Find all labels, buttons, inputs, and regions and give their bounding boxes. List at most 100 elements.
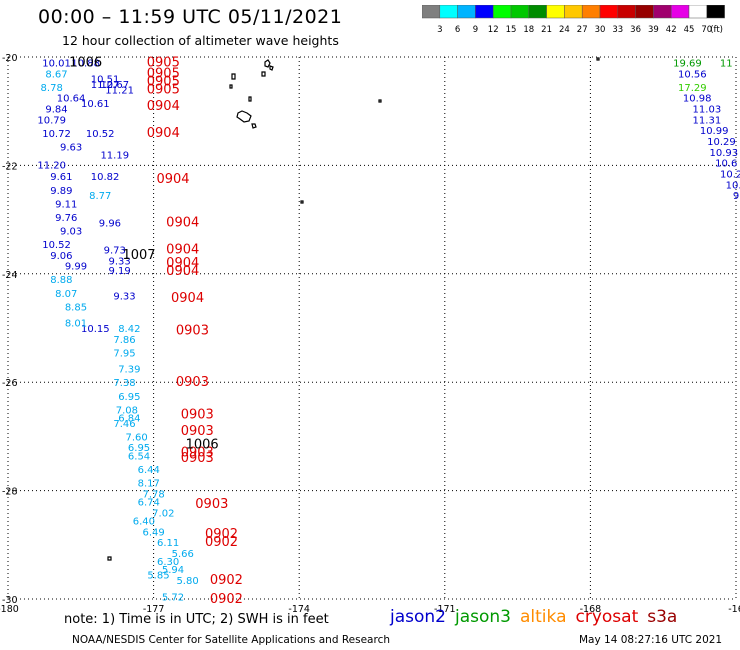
- wave-height-label: 10.52: [86, 129, 115, 140]
- colorbar-label: 27: [577, 25, 588, 35]
- wave-height-label: 10.93: [710, 148, 739, 159]
- wave-height-label: 6.44: [138, 465, 160, 476]
- wave-height-label: 7.86: [113, 335, 135, 346]
- wave-height-label: 8.42: [118, 324, 140, 335]
- wave-height-label: 7.46: [113, 419, 135, 430]
- time-label: 0903: [181, 408, 214, 423]
- wave-height-label: 9.73: [104, 245, 126, 256]
- time-label: 0904: [166, 215, 199, 230]
- time-label: 0903: [181, 424, 214, 439]
- x-tick-label: -16: [728, 604, 740, 612]
- wave-height-label: 6.30: [157, 557, 179, 568]
- legend-entry-altika: altika: [520, 607, 567, 627]
- legend-entry-cryosat: cryosat: [575, 607, 639, 627]
- wave-height-label: 19.69: [673, 58, 702, 69]
- time-label: 0903: [195, 497, 228, 512]
- wave-height-label: 9.99: [65, 262, 87, 273]
- colorbar-label: 36: [630, 25, 641, 35]
- wave-height-label: 9.19: [108, 266, 130, 277]
- wave-height-label: 9.61: [50, 172, 72, 183]
- time-label: 0904: [147, 99, 180, 114]
- wave-height-label: 6.95: [128, 443, 150, 454]
- colorbar-label: 9: [473, 25, 478, 35]
- time-label: 1006: [69, 55, 102, 70]
- wave-height-label: 6.11: [157, 538, 179, 549]
- legend-entry-s3a: s3a: [647, 607, 678, 627]
- wave-height-label: 10.82: [91, 172, 120, 183]
- x-tick-label: -177: [143, 604, 165, 612]
- wave-height-label: 7.39: [118, 365, 140, 376]
- wave-height-label: 6.54: [128, 451, 150, 462]
- x-tick-label: -174: [288, 604, 310, 612]
- time-label: 0904: [156, 172, 189, 187]
- wave-height-label: 10.52: [42, 240, 71, 251]
- wave-height-label: 5.72: [162, 592, 184, 603]
- wave-height-label: 8.77: [89, 191, 111, 202]
- grid-lines: [7, 56, 737, 600]
- time-label: 0902: [210, 592, 243, 607]
- wave-height-label: 11: [720, 58, 733, 69]
- chart-title: 00:00 – 11:59 UTC 05/11/2021: [38, 6, 343, 28]
- wave-height-label: 9.03: [60, 226, 82, 237]
- time-label: 0904: [166, 242, 199, 257]
- wave-height-label: 9.11: [55, 199, 77, 210]
- time-label: 1006: [186, 438, 219, 453]
- x-tick-label: -180: [0, 604, 19, 612]
- colorbar-label: 42: [666, 25, 677, 35]
- y-tick-label: -22: [2, 161, 18, 172]
- y-tick-label: -30: [2, 595, 18, 606]
- wave-height-label: 10.67: [100, 80, 129, 91]
- wave-height-label: 11.03: [693, 104, 722, 115]
- wave-height-label: 8.01: [65, 319, 87, 330]
- colorbar-label: 6: [455, 25, 460, 35]
- wave-height-label: 10.98: [683, 94, 712, 105]
- chart-subtitle: 12 hour collection of altimeter wave hei…: [62, 33, 339, 48]
- wave-height-label: 11.19: [100, 151, 129, 162]
- color-scale-legend: 3 6 9 12 15 18 21 24 27 30 33 36 39 42 45 70(ft): [422, 5, 725, 35]
- time-label: 0904: [171, 291, 204, 306]
- wave-height-label: 6.40: [133, 516, 155, 527]
- colorbar-label: 33: [612, 25, 623, 35]
- wave-height-label: 5.85: [147, 571, 169, 582]
- wave-height-label: 8.17: [138, 478, 160, 489]
- wave-height-label: 8.88: [50, 275, 72, 286]
- wave-height-label: 8.67: [45, 69, 67, 80]
- wave-height-label: 7.02: [152, 508, 174, 519]
- time-label: 0904: [166, 264, 199, 279]
- wave-height-label: 9.84: [45, 104, 67, 115]
- colorbar-label: 70: [701, 25, 712, 35]
- time-label: 0905: [147, 55, 180, 70]
- colorbar-label: 12: [488, 25, 499, 35]
- wave-height-label: 11.20: [37, 160, 66, 171]
- wave-height-label: 11.27: [91, 80, 120, 91]
- wave-height-label: 10.64: [57, 94, 86, 105]
- wave-height-label: 10.15: [81, 324, 110, 335]
- wave-height-label: 9.33: [108, 256, 130, 267]
- wave-height-label: 10.79: [37, 115, 66, 126]
- time-label: 0902: [205, 535, 238, 550]
- time-label: 0903: [176, 375, 209, 390]
- wave-height-label: 9.89: [50, 186, 72, 197]
- y-tick-label: -24: [2, 270, 18, 281]
- wave-height-label: 10.61: [81, 99, 110, 110]
- time-label: 0904: [166, 256, 199, 271]
- wave-height-label: 10.99: [700, 126, 729, 137]
- colorbar-label: 3: [437, 25, 442, 35]
- island-shape: [107, 57, 600, 561]
- wave-height-label: 10.51: [91, 75, 120, 86]
- wave-height-label: 10.72: [42, 129, 71, 140]
- wave-height-label: 5.80: [176, 576, 198, 587]
- wave-height-label: 6.49: [142, 527, 164, 538]
- wave-height-label: 9.06: [50, 251, 72, 262]
- y-tick-label: -28: [2, 487, 18, 498]
- time-label: 0903: [181, 446, 214, 461]
- y-tick-label: -26: [2, 378, 18, 389]
- y-tick-label: -20: [2, 53, 18, 64]
- axis-ticks: -180 -177 -174 -171 -168 -16 -20 -22 -24 -26 -28 -3…: [0, 53, 740, 612]
- wave-height-label: 8.07: [55, 289, 77, 300]
- colorbar-label: 24: [559, 25, 570, 35]
- time-label: 0905: [147, 74, 180, 89]
- wave-height-label: 10.2: [720, 170, 740, 181]
- wave-height-label: 6.84: [118, 413, 140, 424]
- time-label: 0904: [147, 126, 180, 141]
